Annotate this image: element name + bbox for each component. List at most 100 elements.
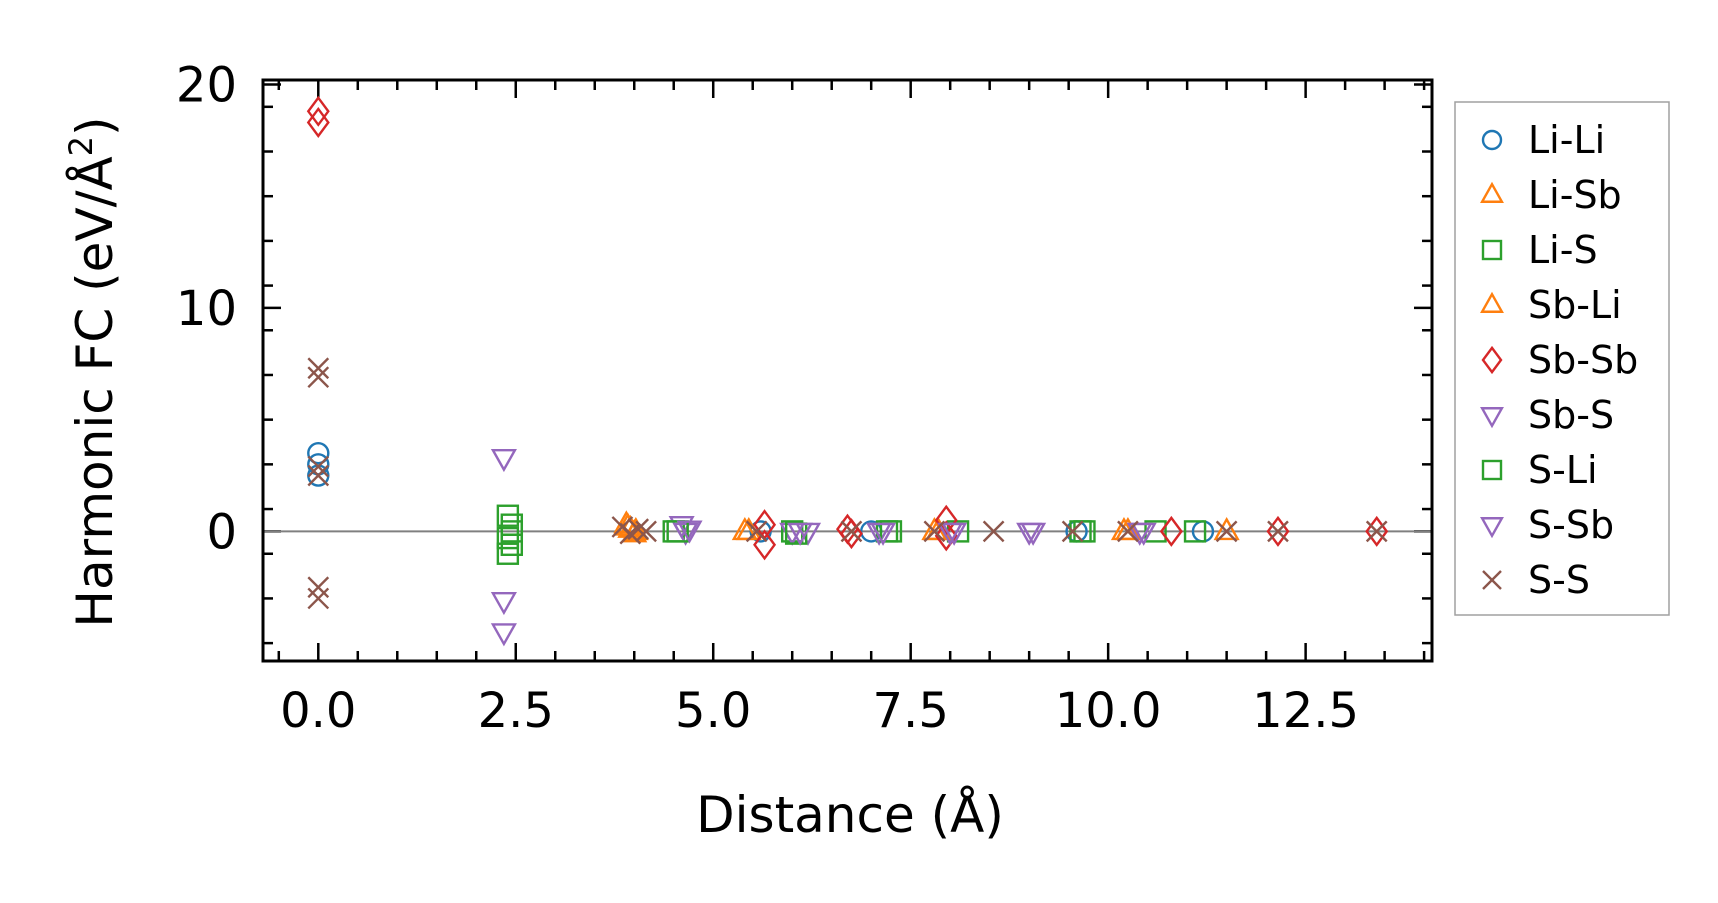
point-sb-s (1016, 522, 1043, 546)
legend-marker-sb-li (1480, 291, 1504, 313)
point-li-li (307, 441, 330, 465)
point-s-s (1365, 520, 1388, 543)
point-s-s (307, 366, 330, 389)
point-s-s-stroke (307, 587, 330, 610)
legend-marker-s-sb (1480, 517, 1504, 539)
point-s-s-stroke (745, 520, 768, 543)
point-s-s (1061, 520, 1084, 543)
point-s-s (307, 587, 330, 610)
y-axis-title-main: Harmonic FC (eV/Å (66, 156, 124, 627)
point-s-s (840, 520, 863, 543)
point-sb-sb (306, 95, 330, 127)
legend-label-s-li: S-Li (1528, 448, 1598, 492)
point-s-sb (941, 522, 968, 546)
point-s-s (1117, 520, 1139, 543)
y-tick-label: 0 (206, 504, 237, 560)
point-sb-li (1114, 516, 1141, 541)
point-s-li (879, 520, 903, 543)
point-s-s (1215, 520, 1238, 543)
x-tick-label: 12.5 (1252, 683, 1359, 739)
point-sb-sb (934, 520, 958, 552)
point-sb-sb (934, 504, 958, 536)
point-sb-s (672, 522, 699, 546)
point-sb-sb (839, 518, 863, 550)
legend-label-sb-sb: Sb-Sb (1528, 338, 1638, 382)
x-tick-label: 0.0 (280, 683, 356, 739)
x-axis-title: Distance (Å) (696, 786, 1004, 844)
point-li-s (496, 526, 520, 550)
point-s-s-stroke (307, 455, 330, 478)
point-s-s-stroke (840, 520, 863, 543)
point-s-s (745, 520, 768, 543)
y-tick-label: 10 (176, 281, 237, 337)
point-s-sb (787, 522, 814, 546)
point-sb-sb (1159, 515, 1183, 547)
point-s-s-stroke (307, 464, 330, 487)
y-axis-title: Harmonic FC (eV/Å2) (62, 116, 124, 627)
point-s-s-stroke (307, 357, 330, 380)
legend-label-sb-s: Sb-S (1528, 393, 1614, 437)
point-s-s (1267, 520, 1289, 543)
point-li-s (496, 542, 520, 565)
legend-marker-li-li (1481, 129, 1503, 151)
point-s-s (923, 520, 946, 543)
point-sb-s (490, 448, 517, 473)
point-s-s (307, 464, 330, 487)
point-s-s (307, 576, 330, 599)
point-s-sb (1130, 522, 1157, 546)
legend-marker-sb-sb (1481, 345, 1503, 375)
legend-marker-s-s-stroke (1482, 570, 1502, 590)
point-sb-sb (753, 529, 777, 561)
point-s-s-stroke (1365, 520, 1388, 543)
legend-label-li-li: Li-Li (1528, 118, 1605, 162)
legend-marker-s-s (1482, 570, 1502, 590)
legend-label-sb-li: Sb-Li (1528, 283, 1622, 327)
point-s-s-stroke (627, 518, 650, 541)
point-sb-sb (306, 106, 330, 138)
plot-frame (261, 78, 1434, 663)
point-s-s (627, 518, 650, 541)
legend-marker-li-sb (1480, 181, 1504, 203)
point-s-s-stroke (1061, 520, 1084, 543)
point-s-s-stroke (635, 520, 657, 543)
point-s-s-stroke (1267, 520, 1289, 543)
point-s-s-stroke (307, 366, 330, 389)
x-tick-label: 10.0 (1055, 683, 1162, 739)
point-s-s (307, 357, 330, 380)
x-tick-label: 7.5 (873, 683, 949, 739)
point-s-s-stroke (1117, 520, 1139, 543)
legend-label-s-sb: S-Sb (1528, 503, 1614, 547)
legend-label-li-sb: Li-Sb (1528, 173, 1622, 217)
legend-marker-li-s (1481, 239, 1503, 261)
legend: Li-Li Li-Sb Li-S Sb-Li Sb-Sb Sb-S S-Li S-Sb S-S (1454, 101, 1670, 616)
point-sb-s (490, 591, 517, 616)
point-sb-s (490, 623, 517, 647)
point-s-s (635, 520, 657, 543)
point-s-sb (1020, 522, 1047, 546)
tick-labels: 0.0 2.5 5.0 7.5 10.0 12.5 0 10 20 (176, 57, 1359, 739)
point-s-s (307, 455, 330, 478)
point-li-s (500, 520, 524, 543)
point-sb-sb (1365, 515, 1389, 547)
point-s-s-stroke (923, 520, 946, 543)
x-tick-label: 5.0 (675, 683, 751, 739)
point-li-s (1183, 520, 1207, 543)
point-s-s-stroke (307, 576, 330, 599)
point-li-sb (1213, 516, 1240, 541)
point-s-s-stroke (982, 520, 1005, 543)
axis-ticks (263, 80, 1432, 661)
legend-marker-sb-s (1480, 407, 1504, 429)
x-tick-label: 2.5 (478, 683, 554, 739)
y-tick-label: 20 (176, 57, 237, 113)
point-s-s-stroke (1215, 520, 1238, 543)
point-s-sb (869, 522, 897, 546)
y-axis-title-superscript: 2 (62, 136, 100, 156)
legend-marker-s-li (1481, 459, 1503, 481)
point-s-sb (676, 520, 703, 544)
point-s-li (1069, 520, 1092, 543)
legend-label-li-s: Li-S (1528, 228, 1598, 272)
y-axis-title-close: ) (66, 116, 124, 136)
data-markers (306, 95, 1389, 647)
legend-label-s-s: S-S (1528, 558, 1590, 602)
